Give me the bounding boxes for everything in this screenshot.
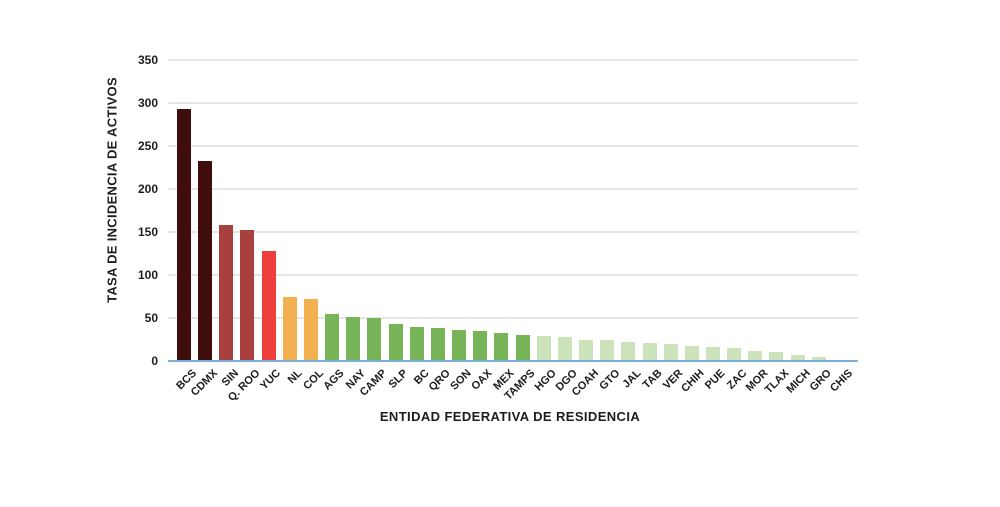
x-label-gto: GTO — [596, 367, 622, 393]
bar-slp — [388, 324, 403, 361]
x-label-tab: TAB — [640, 367, 665, 392]
bar-qro — [430, 328, 445, 361]
bar-sin — [219, 225, 234, 361]
gridline-350 — [168, 59, 858, 61]
bar-camp — [367, 318, 382, 361]
y-tick-label-300: 300 — [137, 96, 158, 110]
gridline-250 — [168, 145, 858, 147]
x-label-gro: GRO — [807, 367, 834, 394]
bar-ver — [663, 343, 678, 361]
bar-col — [303, 299, 318, 361]
bar-nl — [282, 297, 297, 361]
x-label-zac: ZAC — [724, 367, 749, 392]
bar-mich — [790, 354, 805, 361]
bar-cdmx — [198, 160, 213, 361]
gridline-200 — [168, 188, 858, 190]
bar-chih — [684, 345, 699, 361]
bar-ags — [325, 313, 340, 361]
bar-qroo — [240, 230, 255, 361]
bar-yuc — [261, 250, 276, 361]
x-label-pue: PUE — [703, 367, 728, 392]
gridline-300 — [168, 102, 858, 104]
x-label-qro: QRO — [426, 367, 453, 394]
bar-nay — [346, 317, 361, 361]
gridline-50 — [168, 317, 858, 319]
bar-gto — [600, 340, 615, 361]
bar-gro — [811, 356, 826, 361]
bar-tab — [642, 342, 657, 361]
bar-pue — [706, 347, 720, 361]
x-label-chis: CHIS — [827, 367, 855, 395]
x-label-jal: JAL — [619, 367, 644, 391]
bar-jal — [621, 342, 636, 361]
bar-tamps — [515, 335, 530, 361]
gridline-150 — [168, 231, 858, 233]
bar-zac — [727, 348, 742, 361]
x-axis-baseline — [168, 360, 858, 362]
y-tick-label-200: 200 — [137, 182, 158, 196]
bar-oax — [473, 330, 488, 361]
bar-hgo — [536, 336, 551, 361]
bar-dgo — [557, 336, 572, 361]
x-label-hgo: HGO — [532, 367, 559, 394]
bar-coah — [579, 339, 594, 361]
y-tick-label-0: 0 — [151, 354, 158, 368]
y-tick-label-150: 150 — [137, 225, 158, 239]
x-label-col: COL — [300, 367, 326, 393]
y-tick-label-50: 50 — [144, 311, 158, 325]
x-label-yuc: YUC — [258, 367, 284, 393]
y-tick-label-350: 350 — [137, 53, 158, 67]
bar-son — [452, 330, 467, 361]
x-label-ags: AGS — [321, 367, 347, 393]
bar-bcs — [177, 109, 191, 361]
x-axis-title: ENTIDAD FEDERATIVA DE RESIDENCIA — [379, 409, 641, 424]
x-label-slp: SLP — [386, 367, 411, 391]
bar-mex — [494, 332, 509, 361]
x-label-chih: CHIH — [679, 367, 707, 395]
bar-mor — [748, 350, 763, 361]
gridline-100 — [168, 274, 858, 276]
x-label-oax: OAX — [469, 367, 496, 393]
y-tick-label-100: 100 — [137, 268, 158, 282]
x-label-son: SON — [448, 367, 474, 393]
y-tick-label-250: 250 — [137, 139, 158, 153]
bar-bc — [409, 326, 424, 361]
bar-tlax — [769, 352, 784, 361]
